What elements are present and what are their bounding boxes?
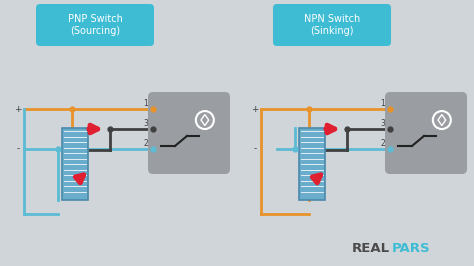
Text: REAL: REAL: [352, 242, 390, 255]
FancyBboxPatch shape: [385, 92, 467, 174]
Bar: [299, 128, 325, 200]
Text: 3: 3: [143, 119, 148, 128]
FancyBboxPatch shape: [273, 4, 391, 46]
Text: -: -: [17, 144, 19, 153]
FancyBboxPatch shape: [148, 92, 230, 174]
Text: +: +: [14, 105, 22, 114]
Text: NPN Switch
(Sinking): NPN Switch (Sinking): [304, 14, 360, 36]
Text: PARS: PARS: [392, 242, 430, 255]
FancyBboxPatch shape: [36, 4, 154, 46]
Text: 3: 3: [380, 119, 385, 128]
Bar: [62, 128, 88, 200]
Text: 1: 1: [143, 99, 148, 109]
Text: +: +: [251, 105, 259, 114]
Text: -: -: [254, 144, 256, 153]
Text: 2: 2: [380, 139, 385, 148]
Text: 1: 1: [380, 99, 385, 109]
Text: 2: 2: [143, 139, 148, 148]
Text: PNP Switch
(Sourcing): PNP Switch (Sourcing): [68, 14, 122, 36]
